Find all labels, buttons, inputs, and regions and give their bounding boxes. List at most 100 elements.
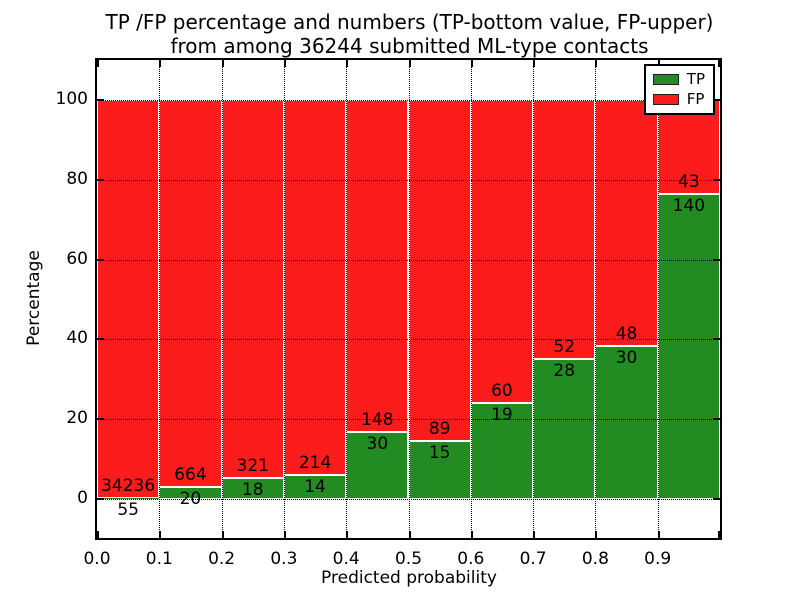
bar-count-label-tp: 14 — [304, 476, 326, 497]
x-tick-mark — [470, 60, 473, 67]
grid-line-vertical — [346, 60, 348, 538]
grid-line-vertical — [595, 60, 597, 538]
bar-count-label-fp: 148 — [361, 409, 394, 430]
bar-segment-tp — [346, 431, 409, 499]
legend-item-tp: TP — [652, 70, 705, 88]
x-tick-mark — [221, 531, 224, 538]
bar-count-label-fp: 52 — [553, 337, 576, 358]
bar-count-label-fp: 34236 — [101, 476, 156, 497]
chart-title: TP /FP percentage and numbers (TP-bottom… — [98, 10, 721, 58]
bar-segment-tp — [595, 345, 658, 499]
y-tick-label: 0 — [77, 488, 88, 508]
grid-line-vertical — [657, 60, 659, 538]
bar-count-label-fp: 214 — [298, 452, 332, 473]
bar-count-label-tp: 18 — [241, 479, 264, 500]
x-tick-mark — [533, 531, 536, 538]
x-tick-mark — [718, 60, 720, 67]
bar-segment-tp — [97, 498, 160, 499]
x-tick-label: 0.8 — [581, 549, 609, 569]
bar-count-label-fp: 48 — [615, 323, 638, 344]
bar-count-label-tp: 15 — [428, 443, 451, 464]
bar-count-label-tp: 20 — [179, 489, 202, 510]
y-tick-label: 40 — [66, 328, 88, 349]
x-tick-mark — [159, 60, 162, 67]
bar-segment-tp — [283, 474, 347, 499]
y-tick-mark — [713, 498, 720, 500]
x-tick-label: 0.7 — [519, 549, 547, 569]
y-tick-label: 60 — [66, 248, 88, 269]
x-tick-mark — [346, 531, 349, 538]
chart-title-line1: TP /FP percentage and numbers (TP-bottom… — [105, 10, 714, 34]
grid-line-horizontal — [97, 499, 720, 500]
y-tick-label: 100 — [55, 89, 88, 109]
bar-segment-tp — [533, 359, 596, 499]
grid-line-vertical — [221, 60, 223, 538]
grid-line-vertical — [533, 60, 535, 538]
x-tick-label: 0.9 — [644, 549, 672, 569]
legend-label-fp: FP — [686, 90, 705, 108]
grid-line-vertical — [408, 60, 410, 538]
plot-area: 34236 55 664 20 321 18 214 14 148 30 89 15 60 19 52 28 4… — [95, 58, 722, 540]
bar-segment-fp — [408, 100, 471, 442]
legend-swatch-fp — [652, 94, 679, 105]
grid-line-horizontal — [97, 179, 720, 181]
x-tick-label: 0.6 — [457, 549, 485, 569]
bar-count-label-tp: 19 — [491, 405, 513, 426]
x-tick-mark — [283, 60, 286, 67]
bar-count-label-tp: 55 — [117, 500, 139, 521]
bars-layer — [97, 60, 720, 538]
legend-label-tp: TP — [686, 70, 705, 88]
y-tick-mark — [713, 418, 720, 421]
x-tick-label: 0.3 — [270, 549, 298, 569]
bar-count-label-tp: 30 — [615, 347, 638, 368]
legend: TP FP — [643, 64, 715, 115]
grid-line-horizontal — [97, 339, 720, 341]
grid-layer — [97, 60, 720, 538]
y-tick-mark — [713, 258, 720, 261]
x-tick-mark — [408, 60, 411, 67]
y-tick-label: 20 — [66, 408, 88, 429]
bar-segment-fp — [595, 100, 658, 346]
bar-count-label-fp: 60 — [491, 381, 513, 402]
y-tick-mark — [97, 338, 104, 341]
y-tick-mark — [97, 178, 104, 181]
x-tick-mark — [533, 60, 536, 67]
x-tick-mark — [595, 531, 598, 538]
ticks-layer — [97, 60, 720, 538]
x-axis-label: Predicted probability — [321, 568, 497, 588]
bar-segment-fp — [470, 100, 534, 404]
y-tick-mark — [713, 99, 720, 101]
x-tick-label: 0.0 — [83, 549, 111, 569]
x-tick-mark — [97, 60, 99, 67]
annotations-layer: 34236 55 664 20 321 18 214 14 148 30 89 15 60 19 52 28 4… — [97, 60, 720, 538]
grid-line-horizontal — [97, 419, 720, 421]
y-tick-mark — [713, 338, 720, 341]
x-tick-mark — [346, 60, 349, 67]
bar-segment-fp — [221, 100, 284, 478]
bar-segment-fp — [657, 100, 720, 194]
bar-segment-fp — [97, 100, 160, 499]
grid-line-vertical — [470, 60, 472, 538]
x-tick-mark — [408, 531, 411, 538]
y-tick-mark — [713, 178, 720, 181]
chart-title-line2: from among 36244 submitted ML-type conta… — [170, 34, 649, 58]
bar-count-label-fp: 664 — [174, 465, 207, 486]
x-tick-mark — [657, 60, 660, 67]
x-tick-label: 0.1 — [145, 549, 173, 569]
x-tick-mark — [470, 531, 473, 538]
x-tick-mark — [595, 60, 598, 67]
x-tick-mark — [718, 531, 720, 538]
x-tick-mark — [657, 531, 660, 538]
bar-count-label-fp: 89 — [428, 419, 451, 440]
grid-line-vertical — [159, 60, 161, 538]
bar-count-label-fp: 321 — [236, 455, 269, 476]
bar-segment-fp — [159, 100, 222, 488]
grid-line-vertical — [283, 60, 285, 538]
legend-swatch-tp — [652, 74, 679, 85]
bar-segment-fp — [346, 100, 409, 432]
x-tick-mark — [283, 531, 286, 538]
x-tick-label: 0.2 — [208, 549, 236, 569]
x-tick-mark — [97, 531, 99, 538]
y-tick-mark — [97, 99, 104, 101]
